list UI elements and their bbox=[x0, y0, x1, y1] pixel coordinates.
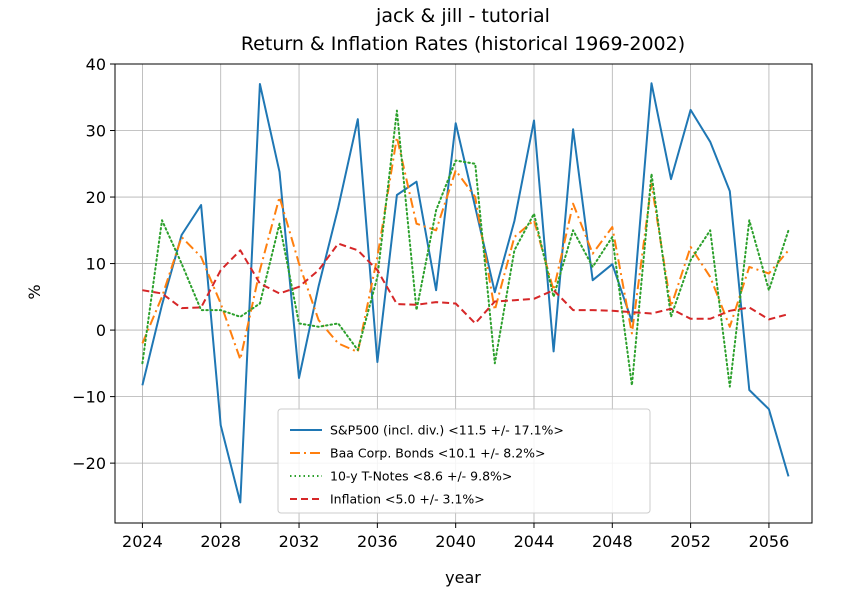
legend: S&P500 (incl. div.) <11.5 +/- 17.1%> Baa … bbox=[277, 408, 651, 514]
series-line-1 bbox=[141, 82, 790, 504]
legend-label-1: S&P500 (incl. div.) <11.5 +/- 17.1%> bbox=[330, 423, 564, 438]
grid bbox=[115, 63, 812, 523]
y-tick-label: 20 bbox=[86, 188, 106, 207]
x-tick-label: 2032 bbox=[279, 532, 320, 551]
legend-box bbox=[277, 408, 651, 514]
x-tick-label: 2040 bbox=[435, 532, 476, 551]
x-tick-label: 2056 bbox=[749, 532, 790, 551]
x-tick-label: 2036 bbox=[357, 532, 398, 551]
y-tick-label: 10 bbox=[86, 255, 106, 274]
legend-label-2: Baa Corp. Bonds <10.1 +/- 8.2%> bbox=[330, 446, 546, 461]
x-tick-label: 2052 bbox=[670, 532, 711, 551]
chart-subtitle: Return & Inflation Rates (historical 196… bbox=[241, 33, 685, 55]
legend-label-3: 10-y T-Notes <8.6 +/- 9.8%> bbox=[330, 469, 512, 484]
x-axis-label: year bbox=[445, 568, 481, 587]
y-tick-label: −20 bbox=[72, 454, 106, 473]
y-tick-label: 40 bbox=[86, 55, 106, 74]
x-tick-label: 2028 bbox=[200, 532, 241, 551]
series-line-4 bbox=[142, 242, 789, 325]
y-axis-ticks: −20 −10 0 10 20 30 40 bbox=[72, 55, 115, 473]
y-axis-label: % bbox=[25, 284, 44, 299]
series-line-2 bbox=[141, 136, 790, 361]
x-tick-label: 2024 bbox=[122, 532, 163, 551]
plot-frame bbox=[114, 63, 813, 524]
chart-title: jack & jill - tutorial bbox=[375, 5, 550, 27]
y-tick-label: 0 bbox=[96, 321, 106, 340]
x-tick-label: 2048 bbox=[592, 532, 633, 551]
legend-label-4: Inflation <5.0 +/- 3.1%> bbox=[330, 492, 485, 507]
x-axis-ticks: 2024 2028 2032 2036 2040 2044 2048 2052 2056 bbox=[122, 523, 789, 551]
y-tick-label: −10 bbox=[72, 388, 106, 407]
series-lines bbox=[141, 82, 790, 504]
x-tick-label: 2044 bbox=[514, 532, 555, 551]
y-tick-label: 30 bbox=[86, 122, 106, 141]
series-line-3 bbox=[141, 109, 790, 388]
